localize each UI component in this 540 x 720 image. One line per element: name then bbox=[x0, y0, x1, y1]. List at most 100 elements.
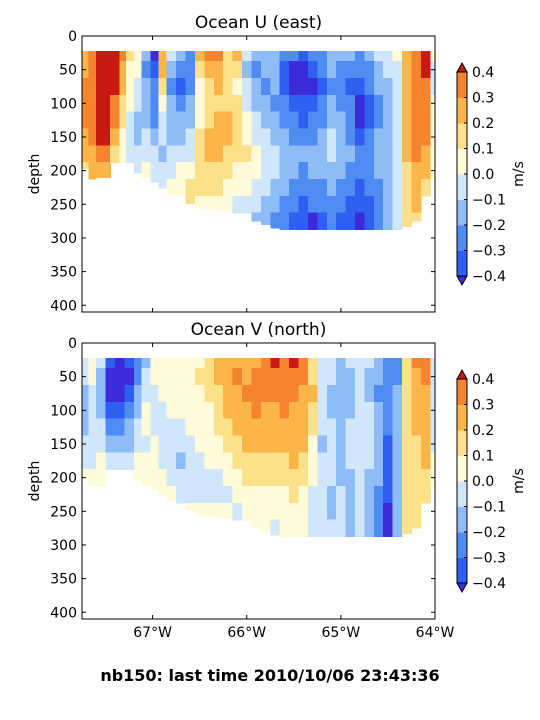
heatmap-cell bbox=[430, 78, 435, 96]
heatmap-cell bbox=[141, 128, 152, 146]
heatmap-cell bbox=[402, 502, 413, 521]
heatmap-cell bbox=[392, 61, 403, 79]
heatmap-cell bbox=[345, 128, 356, 146]
y-tick-label: 0 bbox=[68, 336, 77, 352]
heatmap-cell bbox=[194, 128, 205, 146]
heatmap-cell bbox=[345, 111, 356, 130]
heatmap-cell bbox=[279, 61, 290, 79]
heatmap-cell bbox=[194, 435, 205, 453]
heatmap-cell bbox=[364, 368, 375, 386]
heatmap-cell bbox=[279, 78, 290, 96]
heatmap-cell bbox=[119, 50, 127, 62]
heatmap-cell bbox=[420, 128, 431, 146]
heatmap-cell bbox=[402, 519, 413, 534]
heatmap-cell bbox=[223, 145, 234, 163]
heatmap-cell bbox=[298, 195, 309, 214]
heatmap-cell bbox=[242, 357, 253, 369]
colorbar-extend-min bbox=[456, 582, 468, 594]
heatmap-cell bbox=[289, 78, 300, 96]
heatmap-cell bbox=[373, 111, 384, 130]
heatmap-cell bbox=[242, 179, 253, 197]
heatmap-cell bbox=[150, 61, 159, 79]
heatmap-cell bbox=[307, 179, 318, 197]
heatmap-cell bbox=[251, 519, 262, 529]
heatmap-cell bbox=[326, 418, 337, 437]
heatmap-cell bbox=[345, 435, 356, 453]
heatmap-cell bbox=[260, 452, 271, 470]
heatmap-cell bbox=[373, 502, 384, 521]
heatmap-cell bbox=[420, 111, 431, 130]
colorbar-tick-label: 0.4 bbox=[472, 65, 494, 81]
heatmap-cell bbox=[383, 368, 394, 386]
heatmap-cell bbox=[260, 418, 271, 437]
heatmap-cell bbox=[158, 486, 168, 496]
heatmap-cell bbox=[345, 452, 356, 470]
heatmap-cell bbox=[223, 435, 234, 453]
heatmap-cell bbox=[354, 78, 365, 96]
heatmap-cell bbox=[223, 452, 234, 470]
heatmap-cell bbox=[88, 94, 97, 113]
heatmap-cell bbox=[317, 401, 328, 420]
heatmap-cells bbox=[82, 357, 435, 538]
colorbar-segment bbox=[457, 199, 467, 226]
heatmap-cell bbox=[373, 368, 384, 386]
heatmap-cell bbox=[223, 385, 234, 403]
heatmap-cell bbox=[150, 486, 159, 490]
x-tick-label: 64°W bbox=[416, 625, 455, 641]
heatmap-cell bbox=[392, 519, 403, 538]
heatmap-cell bbox=[364, 111, 375, 130]
heatmap-cell bbox=[213, 61, 224, 79]
heatmap-cell bbox=[204, 368, 215, 386]
heatmap-cell bbox=[232, 78, 243, 96]
heatmap-cell bbox=[176, 368, 187, 386]
heatmap-cell bbox=[411, 94, 422, 113]
heatmap-cell bbox=[232, 401, 243, 420]
heatmap-cell bbox=[317, 469, 328, 487]
heatmap-cell bbox=[213, 357, 224, 369]
colorbar-segment bbox=[457, 404, 467, 431]
heatmap-cell bbox=[213, 128, 224, 146]
heatmap-cell bbox=[242, 368, 253, 386]
heatmap-cell bbox=[392, 469, 403, 487]
heatmap-cell bbox=[124, 357, 135, 369]
heatmap-cell bbox=[119, 111, 127, 130]
heatmap-cell bbox=[392, 401, 403, 420]
heatmap-cell bbox=[133, 111, 142, 130]
heatmap-cell bbox=[317, 519, 328, 538]
heatmap-cell bbox=[213, 195, 224, 211]
heatmap-cell bbox=[223, 357, 234, 369]
heatmap-cell bbox=[270, 128, 281, 146]
heatmap-cell bbox=[279, 418, 290, 437]
heatmap-cell bbox=[270, 519, 281, 536]
heatmap-cell bbox=[88, 418, 97, 437]
heatmap-cell bbox=[204, 195, 215, 210]
heatmap-cell bbox=[354, 61, 365, 79]
y-axis-label: depth bbox=[27, 154, 43, 195]
y-tick-label: 150 bbox=[50, 130, 77, 146]
heatmap-cell bbox=[279, 128, 290, 146]
heatmap-cell bbox=[133, 78, 142, 96]
heatmap-cell bbox=[114, 418, 125, 437]
heatmap-cell bbox=[223, 94, 234, 113]
heatmap-cell bbox=[317, 111, 328, 130]
heatmap-cell bbox=[402, 385, 413, 403]
heatmap-cell bbox=[126, 145, 135, 163]
heatmap-cell bbox=[133, 357, 142, 369]
heatmap-cell bbox=[298, 61, 309, 79]
heatmap-cell bbox=[430, 385, 435, 403]
heatmap-cell bbox=[373, 519, 384, 538]
heatmap-cell bbox=[411, 519, 422, 529]
heatmap-cell bbox=[251, 61, 262, 79]
heatmap-cell bbox=[317, 78, 328, 96]
heatmap-cell bbox=[420, 357, 431, 369]
heatmap-cell bbox=[204, 385, 215, 403]
heatmap-cell bbox=[336, 111, 347, 130]
heatmap-cell bbox=[420, 94, 431, 113]
heatmap-cell bbox=[119, 128, 127, 146]
heatmap-cell bbox=[411, 357, 422, 369]
heatmap-cell bbox=[317, 385, 328, 403]
heatmap-cell bbox=[150, 368, 159, 386]
heatmap-cell bbox=[270, 145, 281, 163]
heatmap-cell bbox=[383, 111, 394, 130]
heatmap-cell bbox=[326, 435, 337, 453]
